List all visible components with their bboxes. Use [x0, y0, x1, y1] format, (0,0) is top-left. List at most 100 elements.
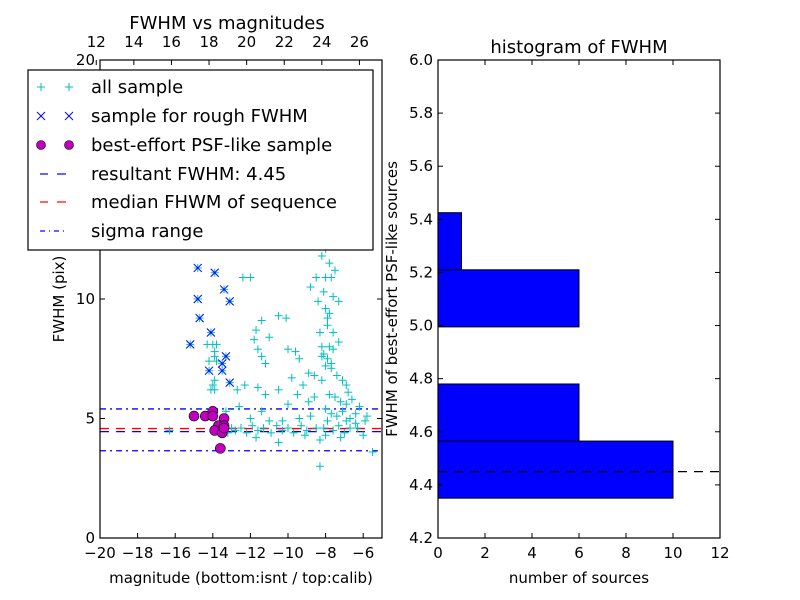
- all-sample-point: [329, 426, 338, 435]
- all-sample-point: [274, 385, 283, 394]
- y-tick-label: 10: [76, 290, 95, 308]
- histogram-bar: [437, 440, 674, 499]
- all-sample-point: [323, 314, 332, 323]
- all-sample-point: [252, 433, 261, 442]
- all-sample-point: [246, 273, 255, 282]
- histogram-bar: [437, 269, 580, 328]
- all-sample-point: [323, 354, 332, 363]
- plus-marker-icon: [37, 83, 73, 91]
- legend-item-psf-like: best-effort PSF-like sample: [36, 135, 332, 156]
- all-sample-point: [165, 426, 174, 435]
- y-tick-label: 4.8: [409, 370, 433, 388]
- histogram-xlabel: number of sources: [509, 569, 649, 587]
- legend-item-resultant-fwhm: resultant FWHM: 4.45: [40, 164, 286, 185]
- rough-fwhm-point: [185, 340, 195, 349]
- scatter-axis-ticks: −20 −18 −16 −14 −12 −10 −8 −6 12 14 16 18 20 22 24 26 0 5…: [76, 33, 382, 562]
- x-tick-label: −12: [235, 544, 267, 562]
- all-sample-point: [306, 283, 315, 292]
- all-sample-point: [210, 352, 219, 361]
- all-sample-point: [321, 304, 330, 313]
- all-sample-point: [336, 433, 345, 442]
- all-sample-point: [272, 421, 281, 430]
- all-sample-point: [267, 428, 276, 437]
- all-sample-point: [344, 388, 353, 397]
- all-sample-point: [317, 251, 326, 260]
- all-sample-point: [274, 311, 283, 320]
- scatter-panel: FWHM vs magnitudes magnitude (bottom:isn…: [27, 13, 383, 587]
- all-sample-point: [300, 431, 309, 440]
- all-sample-point: [257, 407, 266, 416]
- rough-fwhm-point: [193, 263, 203, 273]
- legend-item-median-fwhm: median FHWM of sequence: [40, 192, 337, 213]
- all-sample-point: [346, 424, 355, 433]
- rough-fwhm-point: [225, 297, 235, 306]
- scatter-ylabel: FWHM (pix): [50, 256, 68, 343]
- legend: all sample sample for rough FWHM best-ef…: [27, 69, 374, 251]
- psf-like-point: [215, 443, 226, 454]
- psf-like-point: [207, 410, 219, 422]
- all-sample-point: [265, 416, 274, 425]
- all-sample-point: [361, 416, 370, 425]
- all-sample-point: [368, 447, 377, 456]
- all-sample-point: [319, 287, 328, 296]
- scatter-title: FWHM vs magnitudes: [129, 13, 324, 34]
- x-tick-label: 12: [710, 544, 729, 562]
- y-tick-label: 4.6: [409, 423, 433, 441]
- all-sample-point: [325, 259, 334, 268]
- x-tick-label: −20: [84, 544, 116, 562]
- all-sample-point: [295, 354, 304, 363]
- all-sample-point: [325, 342, 334, 351]
- y-tick-label: 5.0: [409, 317, 433, 335]
- y-tick-label: 5.8: [409, 104, 433, 122]
- all-sample-point: [265, 333, 274, 342]
- rough-fwhm-point: [206, 328, 216, 337]
- all-sample-point: [253, 426, 262, 435]
- all-sample-point: [321, 431, 330, 440]
- all-sample-point: [315, 328, 324, 337]
- all-sample-point: [315, 462, 324, 471]
- legend-label: resultant FWHM: 4.45: [91, 164, 286, 185]
- all-sample-point: [334, 421, 343, 430]
- all-sample-point: [331, 266, 339, 275]
- all-sample-point: [297, 421, 306, 430]
- all-sample-point: [212, 340, 221, 349]
- all-sample-point: [327, 273, 336, 282]
- rough-fwhm-point: [193, 294, 203, 304]
- histogram-title: histogram of FWHM: [490, 37, 667, 58]
- all-sample-point: [278, 426, 287, 435]
- all-sample-point: [342, 400, 351, 409]
- all-sample-point: [332, 412, 341, 421]
- all-sample-point: [274, 438, 283, 447]
- x-tick-label: −10: [272, 544, 304, 562]
- all-sample-point: [261, 359, 270, 368]
- all-sample-point: [329, 328, 338, 337]
- all-sample-point: [203, 340, 212, 349]
- psf-like-point: [188, 410, 200, 422]
- rough-fwhm-point: [221, 352, 231, 361]
- all-sample-point: [323, 416, 332, 425]
- all-sample-point: [304, 397, 313, 406]
- top-x-tick-label: 14: [124, 33, 143, 51]
- top-x-tick-label: 20: [237, 33, 256, 51]
- all-sample-point: [278, 416, 287, 425]
- all-sample-point: [325, 309, 334, 318]
- psf-like-point: [218, 422, 230, 434]
- all-sample-point: [310, 371, 319, 380]
- all-sample-point: [304, 369, 313, 378]
- all-sample-point: [253, 383, 262, 392]
- y-tick-label: 6.0: [409, 51, 433, 69]
- all-sample-point: [323, 321, 332, 330]
- all-sample-point: [338, 407, 347, 416]
- all-sample-point: [257, 352, 266, 361]
- all-sample-point: [351, 419, 360, 428]
- scatter-axes-frame: [99, 59, 383, 539]
- legend-box: [27, 69, 374, 251]
- x-tick-label: −14: [197, 544, 229, 562]
- histogram-ylabel: FWHM of best-effort PSF-like sources: [383, 161, 401, 437]
- rough-fwhm-point: [217, 359, 227, 368]
- all-sample-point: [291, 347, 300, 356]
- all-sample-point: [340, 428, 349, 437]
- rough-fwhm-point: [204, 366, 214, 376]
- y-tick-label: 20: [76, 51, 95, 69]
